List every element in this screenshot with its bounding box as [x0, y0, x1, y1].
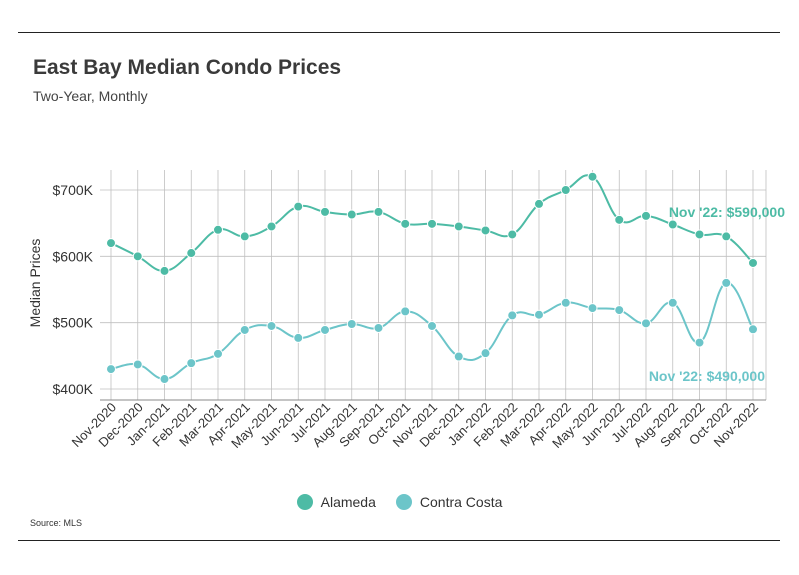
- data-point-contra-costa: [427, 320, 437, 331]
- legend-marker-alameda: [296, 494, 313, 510]
- data-point-alameda: [748, 257, 758, 268]
- data-point-contra-costa: [694, 337, 705, 348]
- data-point-alameda: [320, 206, 330, 217]
- chart-title: East Bay Median Condo Prices: [33, 56, 342, 79]
- legend-item-alameda: Alameda: [296, 494, 376, 510]
- data-point-contra-costa: [721, 277, 732, 288]
- data-point-alameda: [266, 221, 277, 232]
- data-point-contra-costa: [534, 309, 544, 320]
- data-point-contra-costa: [667, 297, 678, 308]
- data-point-contra-costa: [186, 358, 197, 369]
- data-point-alameda: [694, 229, 705, 240]
- legend-marker-contra-costa: [395, 494, 412, 510]
- top-rule: [18, 32, 780, 33]
- y-tick-label: $400K: [53, 381, 94, 397]
- data-point-alameda: [427, 218, 437, 229]
- data-point-contra-costa: [748, 324, 758, 335]
- y-tick-label: $600K: [53, 248, 94, 264]
- data-point-alameda: [507, 229, 518, 240]
- y-axis-label: Median Prices: [27, 239, 43, 328]
- data-point-alameda: [453, 221, 464, 232]
- annotation-label: Nov '22: $490,000: [649, 368, 765, 384]
- data-point-alameda: [106, 238, 116, 249]
- source-note: Source: MLS: [30, 518, 83, 528]
- data-point-contra-costa: [159, 374, 170, 385]
- data-point-alameda: [641, 210, 651, 221]
- data-point-contra-costa: [560, 297, 571, 308]
- legend: Alameda Contra Costa: [0, 494, 799, 510]
- data-point-alameda: [534, 198, 544, 209]
- data-point-contra-costa: [400, 306, 411, 317]
- y-tick-label: $500K: [53, 315, 94, 331]
- legend-label-alameda: Alameda: [320, 494, 376, 510]
- data-point-contra-costa: [320, 324, 330, 335]
- data-point-contra-costa: [373, 322, 384, 333]
- data-point-alameda: [480, 225, 491, 236]
- data-point-alameda: [239, 231, 250, 242]
- data-point-contra-costa: [346, 318, 357, 329]
- data-point-alameda: [560, 185, 571, 195]
- data-point-alameda: [587, 171, 598, 182]
- chart-subtitle: Two-Year, Monthly: [33, 88, 148, 104]
- legend-label-contra-costa: Contra Costa: [419, 494, 503, 510]
- data-point-alameda: [400, 218, 411, 229]
- y-tick-label: $700K: [53, 182, 94, 198]
- data-point-alameda: [186, 248, 197, 259]
- data-point-contra-costa: [587, 303, 598, 314]
- bottom-rule: [18, 540, 780, 541]
- data-point-alameda: [346, 209, 357, 220]
- data-point-alameda: [159, 265, 170, 276]
- data-point-contra-costa: [453, 351, 464, 362]
- data-point-alameda: [373, 206, 384, 217]
- data-point-contra-costa: [293, 332, 304, 343]
- legend-item-contra-costa: Contra Costa: [395, 494, 503, 510]
- data-point-contra-costa: [106, 364, 116, 375]
- data-point-contra-costa: [614, 305, 625, 316]
- data-point-contra-costa: [507, 310, 518, 321]
- data-point-alameda: [667, 219, 678, 230]
- data-point-contra-costa: [213, 348, 223, 359]
- data-point-contra-costa: [266, 320, 277, 331]
- data-point-alameda: [721, 231, 732, 242]
- data-point-alameda: [213, 224, 223, 235]
- data-point-alameda: [614, 214, 625, 225]
- data-point-contra-costa: [641, 318, 651, 329]
- data-point-contra-costa: [132, 359, 143, 370]
- data-point-alameda: [293, 201, 304, 212]
- data-point-contra-costa: [239, 324, 250, 335]
- data-point-contra-costa: [480, 348, 491, 359]
- data-point-alameda: [132, 251, 143, 262]
- annotation-label: Nov '22: $590,000: [669, 204, 785, 220]
